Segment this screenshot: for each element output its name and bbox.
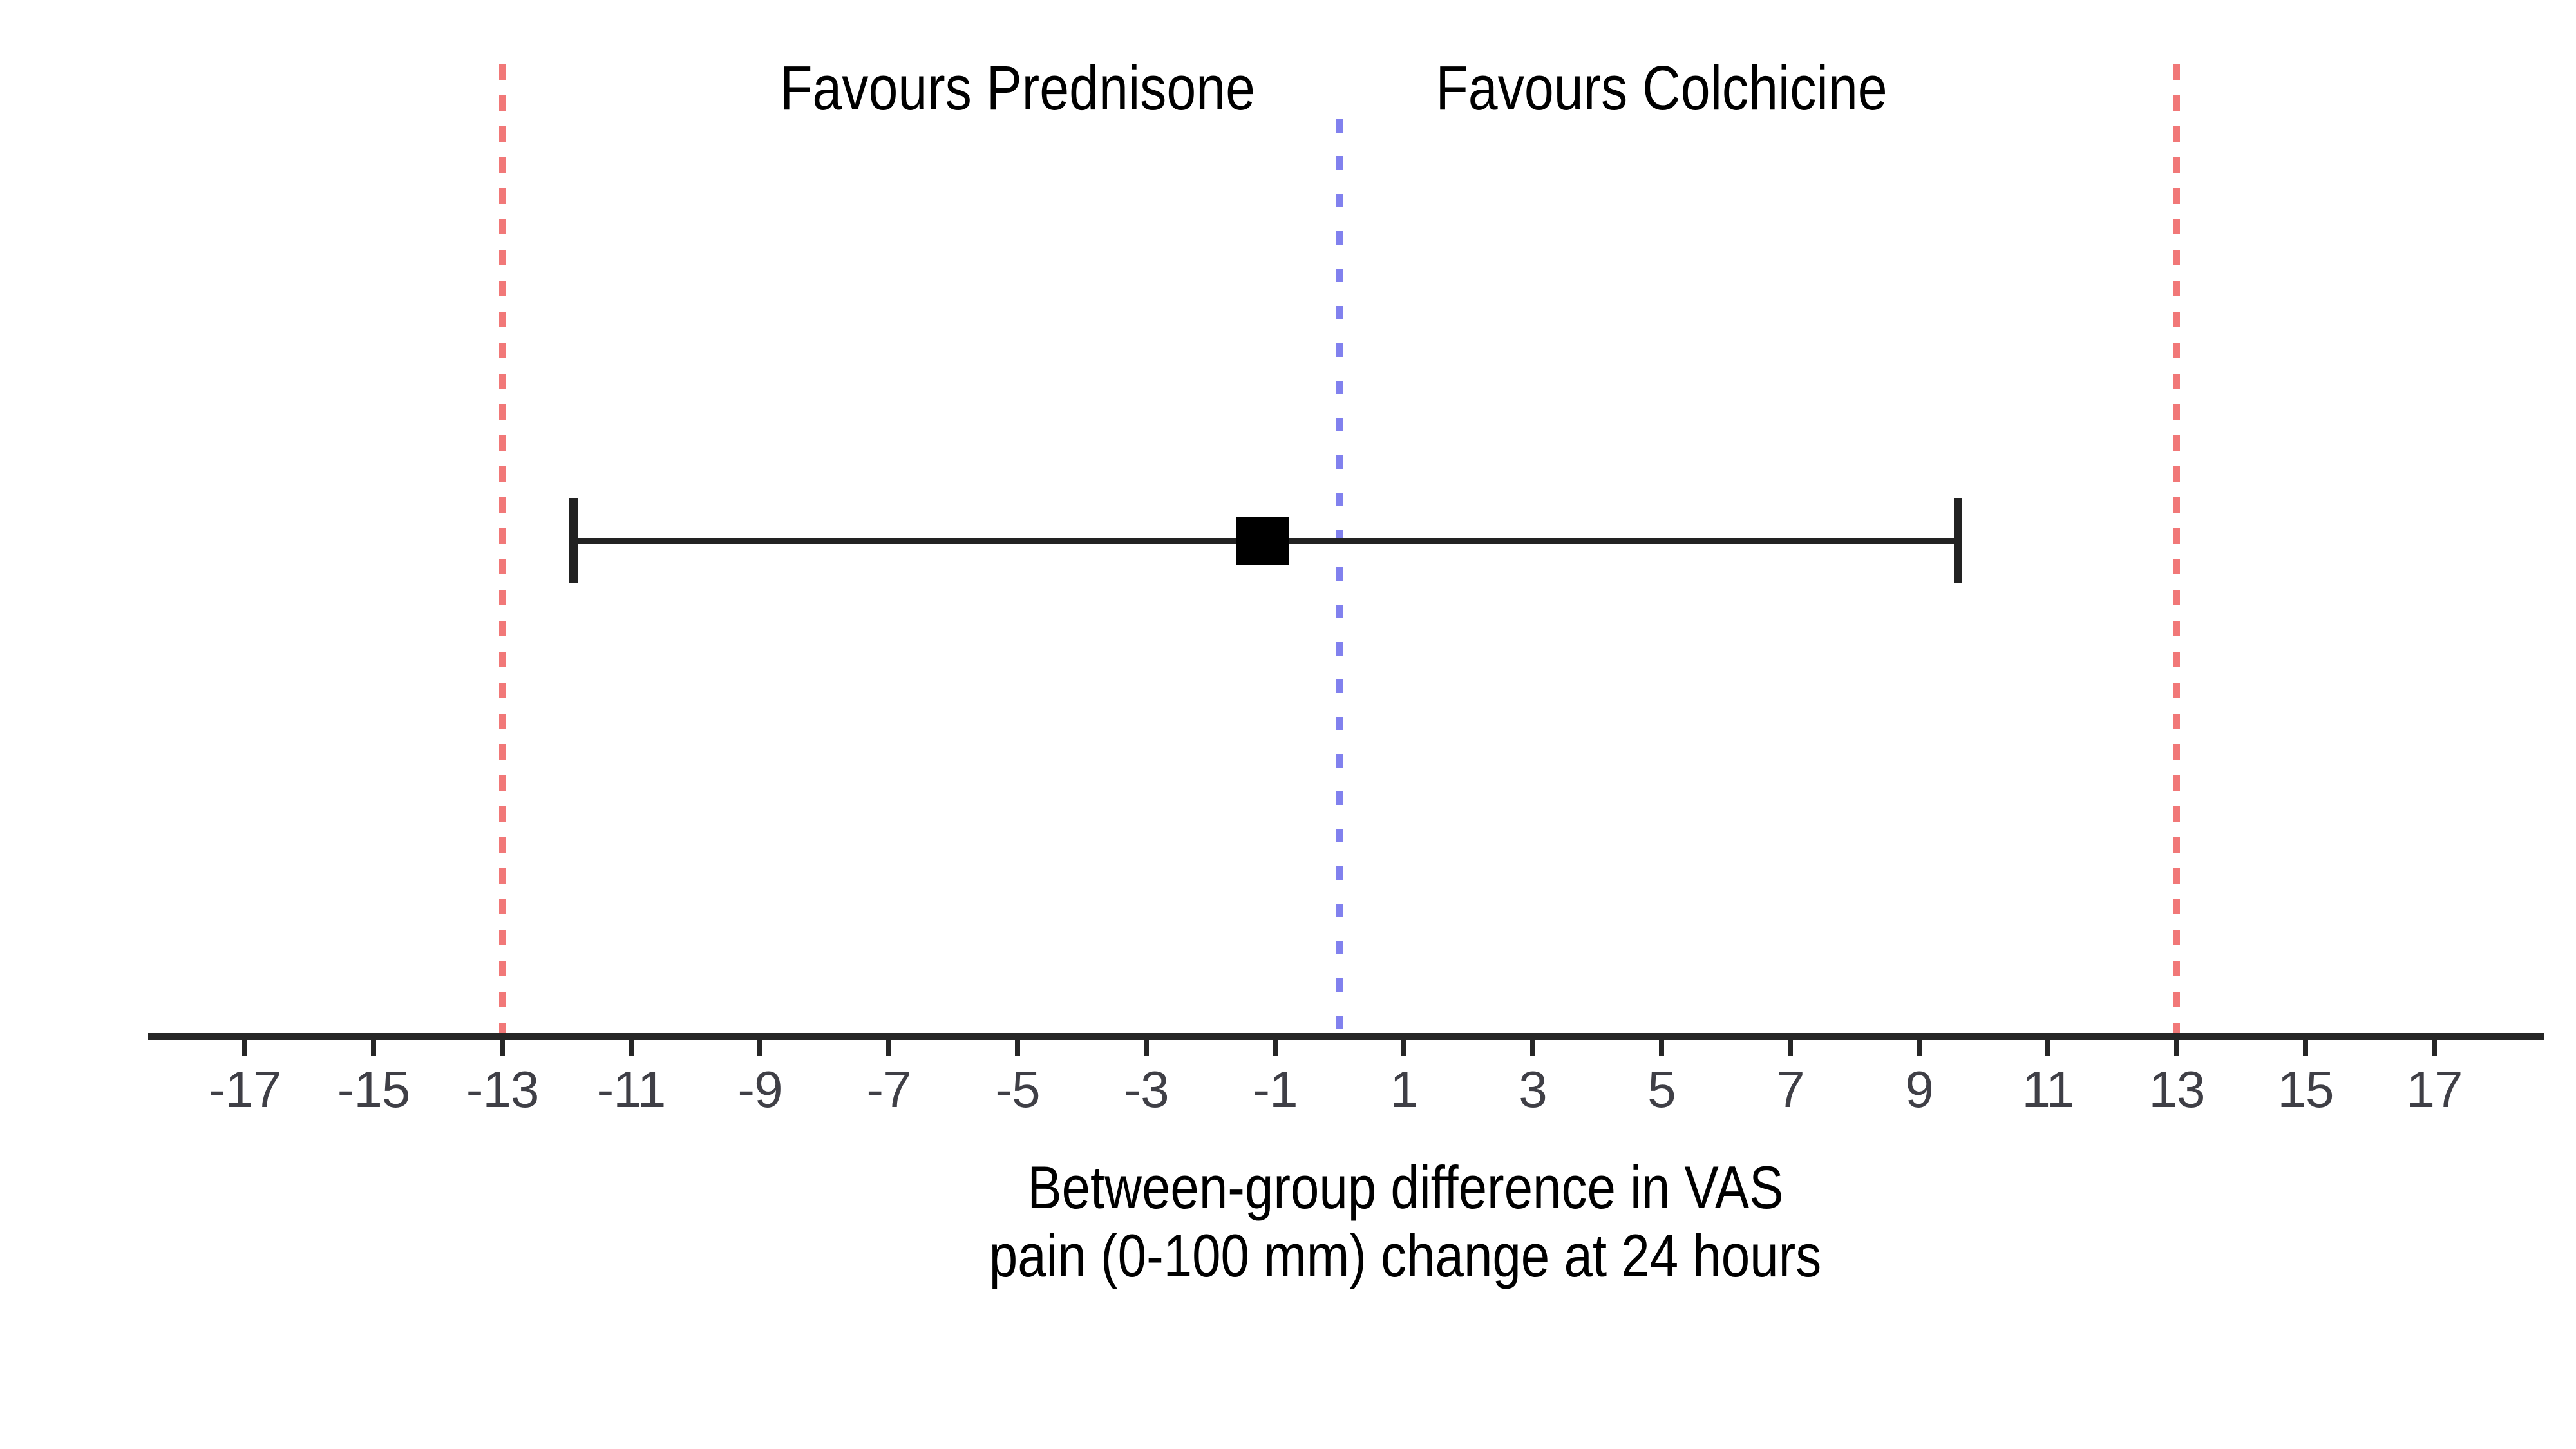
- x-axis-tick: [1401, 1033, 1406, 1056]
- x-axis-tick: [886, 1033, 891, 1056]
- x-axis-tick-label: 1: [1390, 1061, 1418, 1118]
- x-axis-tick: [757, 1033, 762, 1056]
- x-axis-tick: [1530, 1033, 1535, 1056]
- x-axis-line: [148, 1033, 2544, 1040]
- mcid-reference-line-left: [499, 64, 506, 1037]
- x-axis-tick-label: -5: [995, 1061, 1040, 1118]
- x-axis-label-line2: pain (0-100 mm) change at 24 hours: [989, 1222, 1822, 1289]
- favours-prednisone-label: Favours Prednisone: [738, 57, 1297, 119]
- x-axis-tick-label: 3: [1519, 1061, 1547, 1118]
- x-axis-tick-label: -9: [737, 1061, 782, 1118]
- x-axis-tick: [500, 1033, 505, 1056]
- x-axis-tick: [1917, 1033, 1922, 1056]
- x-axis-tick-label: -13: [466, 1061, 540, 1118]
- x-axis-tick-label: -7: [866, 1061, 911, 1118]
- favours-colchicine-label: Favours Colchicine: [1396, 57, 1927, 119]
- x-axis-tick: [2174, 1033, 2179, 1056]
- mcid-reference-line-right: [2174, 64, 2180, 1037]
- x-axis-tick-label: 5: [1647, 1061, 1676, 1118]
- x-axis-tick: [1015, 1033, 1020, 1056]
- ci-lower-cap: [569, 498, 578, 583]
- x-axis-label-line1: Between-group difference in VAS: [1027, 1153, 1784, 1221]
- x-axis-tick-label: -3: [1124, 1061, 1169, 1118]
- point-estimate-marker: [1236, 517, 1289, 565]
- x-axis-label: Between-group difference in VAS pain (0-…: [916, 1153, 1895, 1290]
- x-axis-tick-label: 17: [2406, 1061, 2463, 1118]
- ci-upper-cap: [1954, 498, 1962, 583]
- favours-colchicine-text: Favours Colchicine: [1435, 53, 1888, 123]
- x-axis-tick: [371, 1033, 376, 1056]
- x-axis-tick: [629, 1033, 634, 1056]
- x-axis-tick: [2045, 1033, 2050, 1056]
- x-axis-tick-label: -17: [208, 1061, 282, 1118]
- x-axis-tick: [1273, 1033, 1278, 1056]
- x-axis-tick-label: 13: [2148, 1061, 2206, 1118]
- x-axis-tick-label: -11: [596, 1061, 667, 1118]
- favours-prednisone-text: Favours Prednisone: [780, 53, 1255, 123]
- x-axis-tick: [1788, 1033, 1793, 1056]
- x-axis-tick-label: -15: [337, 1061, 411, 1118]
- x-axis-tick-label: 11: [2022, 1061, 2074, 1118]
- x-axis-tick-label: 9: [1905, 1061, 1933, 1118]
- null-effect-reference-line: [1336, 119, 1343, 1037]
- x-axis-tick-label: 15: [2277, 1061, 2334, 1118]
- x-axis-tick: [1144, 1033, 1149, 1056]
- x-axis-tick: [2432, 1033, 2437, 1056]
- x-axis-tick: [242, 1033, 247, 1056]
- x-axis-tick: [1659, 1033, 1664, 1056]
- x-axis-tick-label: -1: [1253, 1061, 1298, 1118]
- x-axis-tick-label: 7: [1776, 1061, 1804, 1118]
- x-axis-tick: [2303, 1033, 2308, 1056]
